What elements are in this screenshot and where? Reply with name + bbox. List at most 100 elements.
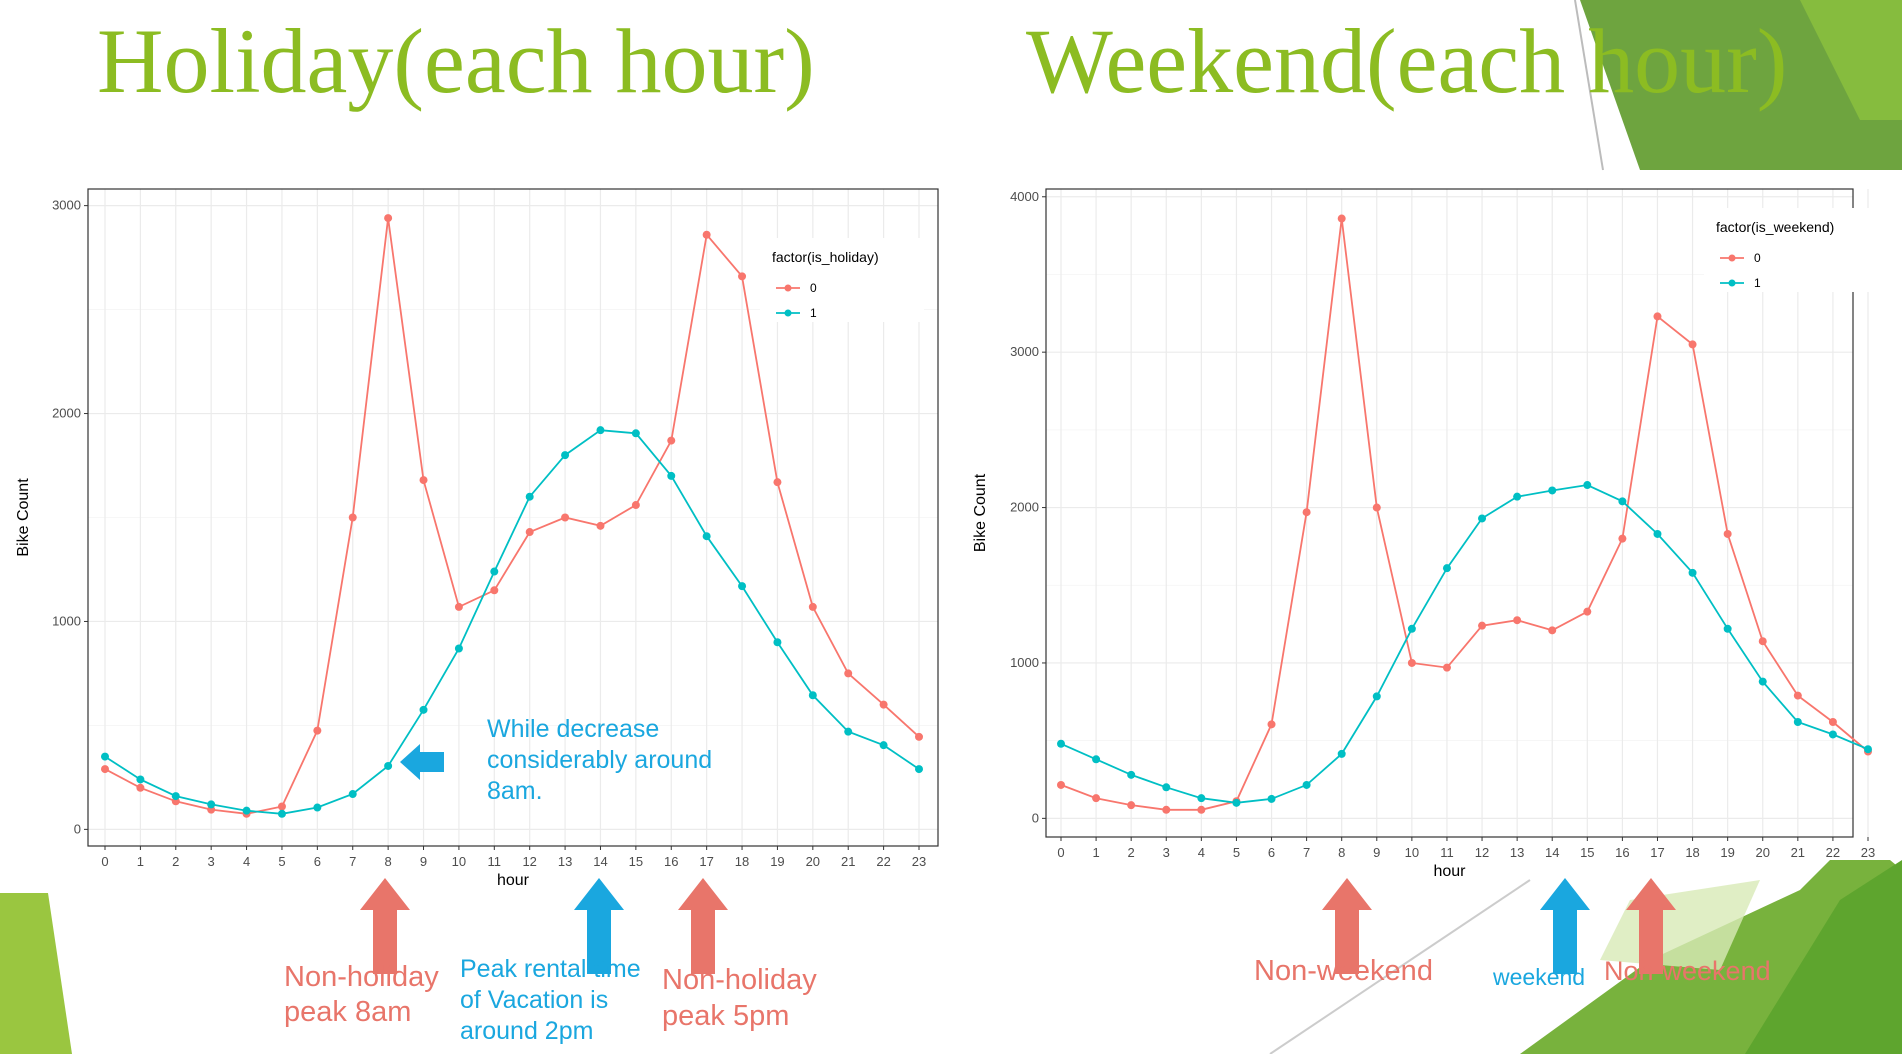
note-line: Peak rental time: [460, 955, 641, 983]
data-point-0: [1583, 607, 1592, 616]
x-tick-label: 20: [1756, 845, 1770, 860]
data-point-1: [738, 582, 747, 591]
x-tick-label: 2: [1128, 845, 1135, 860]
note-line: peak 8am: [284, 996, 412, 1028]
data-point-0: [1127, 801, 1136, 810]
data-point-0: [384, 214, 393, 223]
x-tick-label: 22: [876, 854, 890, 869]
data-point-0: [1337, 214, 1346, 223]
data-point-1: [136, 775, 145, 784]
data-point-0: [879, 700, 888, 709]
x-tick-label: 4: [1198, 845, 1205, 860]
arrow-up-icon: [1322, 878, 1372, 974]
plot-border: [1045, 188, 1854, 838]
data-point-1: [207, 800, 216, 809]
holiday-peak-8am-note: Non-holiday peak 8am: [284, 960, 439, 1030]
data-point-1: [631, 429, 640, 438]
x-tick-label: 12: [522, 854, 536, 869]
data-point-1: [1478, 514, 1487, 523]
data-point-1: [419, 705, 428, 714]
data-point-0: [1828, 718, 1837, 727]
data-point-0: [1092, 794, 1101, 803]
data-point-1: [171, 792, 180, 801]
legend-label: 0: [810, 281, 817, 295]
data-point-0: [808, 602, 817, 611]
x-tick-label: 9: [420, 854, 427, 869]
data-point-0: [596, 521, 605, 530]
x-tick-label: 19: [1720, 845, 1734, 860]
data-point-0: [702, 230, 711, 239]
data-point-0: [419, 476, 428, 485]
data-point-1: [773, 638, 782, 647]
x-tick-label: 10: [1405, 845, 1419, 860]
legend-title: factor(is_weekend): [1716, 219, 1834, 235]
data-point-1: [1057, 739, 1065, 748]
x-tick-label: 9: [1373, 845, 1380, 860]
x-tick-label: 13: [558, 854, 572, 869]
data-point-0: [490, 586, 499, 595]
data-point-0: [561, 513, 570, 522]
nonweekend-note: Non-weekend: [1254, 955, 1433, 987]
holiday-peak-5pm-note: Non-holiday peak 5pm: [662, 962, 817, 1034]
x-tick-label: 3: [208, 854, 215, 869]
vacation-peak-note: Peak rental time of Vacation is around 2…: [460, 954, 641, 1047]
data-point-1: [101, 752, 109, 761]
x-tick-label: 23: [1861, 845, 1875, 860]
x-tick-label: 7: [349, 854, 356, 869]
data-point-1: [1267, 794, 1276, 803]
x-tick-label: 0: [101, 854, 108, 869]
data-point-0: [1548, 626, 1557, 635]
data-point-0: [454, 602, 463, 611]
x-tick-label: 10: [452, 854, 466, 869]
data-point-1: [313, 803, 322, 812]
x-tick-label: 15: [629, 854, 643, 869]
x-tick-label: 1: [137, 854, 144, 869]
data-point-1: [454, 644, 463, 653]
data-point-1: [1793, 718, 1802, 727]
x-tick-label: 8: [1338, 845, 1345, 860]
data-point-0: [1442, 663, 1451, 672]
data-point-1: [242, 806, 251, 815]
data-point-1: [1302, 780, 1311, 789]
x-tick-label: 18: [1685, 845, 1699, 860]
arrow-up-icon: [1626, 878, 1676, 974]
x-tick-label: 0: [1057, 845, 1064, 860]
x-tick-label: 8: [385, 854, 392, 869]
data-point-0: [348, 513, 357, 522]
x-tick-label: 14: [1545, 845, 1559, 860]
y-tick-label: 0: [74, 821, 81, 836]
y-axis-label: Bike Count: [972, 473, 989, 552]
data-point-1: [1442, 564, 1451, 573]
x-tick-label: 21: [1791, 845, 1805, 860]
arrow-left-icon: [400, 744, 444, 780]
data-point-0: [1513, 616, 1522, 625]
data-point-1: [1372, 692, 1381, 701]
x-tick-label: 11: [488, 854, 502, 869]
x-tick-label: 7: [1303, 845, 1310, 860]
arrow-up-icon: [678, 878, 728, 974]
x-tick-label: 11: [1440, 845, 1454, 860]
data-point-1: [561, 451, 570, 460]
note-line: Non-holiday: [662, 964, 817, 996]
note-line: peak 5pm: [662, 1000, 790, 1032]
data-point-0: [1407, 658, 1416, 667]
data-point-1: [490, 567, 499, 576]
legend-box: [1704, 208, 1879, 292]
x-tick-label: 22: [1826, 845, 1840, 860]
data-point-1: [1162, 783, 1171, 792]
data-point-1: [1232, 798, 1241, 807]
x-tick-label: 13: [1510, 845, 1524, 860]
y-tick-label: 2000: [52, 406, 81, 421]
x-tick-label: 2: [172, 854, 179, 869]
series-line-0: [104, 217, 920, 815]
data-point-0: [1653, 312, 1662, 321]
data-point-1: [702, 532, 711, 541]
plot-area: [1046, 189, 1853, 837]
data-point-1: [1583, 481, 1592, 490]
x-tick-label: 15: [1580, 845, 1594, 860]
data-point-1: [1197, 794, 1206, 803]
data-point-1: [915, 765, 923, 774]
data-point-0: [738, 272, 747, 281]
y-tick-label: 0: [1032, 810, 1039, 825]
